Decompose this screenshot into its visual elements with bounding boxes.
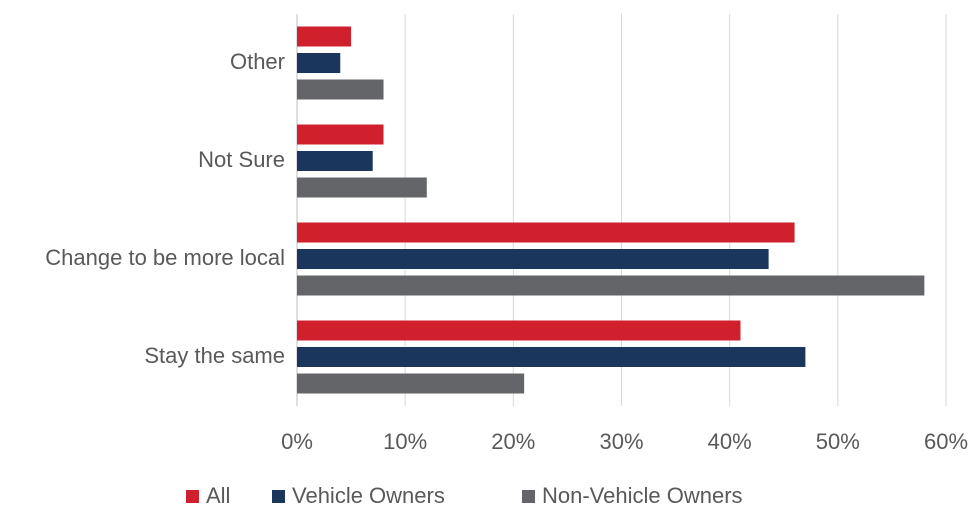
x-tick-label: 0% <box>281 429 313 454</box>
bar <box>297 373 525 394</box>
legend-label: Vehicle Owners <box>292 483 445 508</box>
x-tick-label: 50% <box>816 429 860 454</box>
bar <box>297 347 806 367</box>
x-tick-label: 40% <box>708 429 752 454</box>
legend-swatch <box>272 490 285 503</box>
bar <box>297 79 384 100</box>
legend-label: Non-Vehicle Owners <box>542 483 743 508</box>
bar <box>297 124 384 145</box>
bar <box>297 177 427 198</box>
legend-swatch <box>186 490 199 503</box>
bar <box>297 275 925 296</box>
x-tick-label: 20% <box>491 429 535 454</box>
legend-swatch <box>522 490 535 503</box>
x-tick-label: 60% <box>924 429 968 454</box>
x-tick-label: 10% <box>383 429 427 454</box>
y-tick-label: Change to be more local <box>45 245 285 270</box>
bar <box>297 26 352 47</box>
bar <box>297 222 795 243</box>
y-tick-label: Not Sure <box>198 147 285 172</box>
bar <box>297 151 373 171</box>
y-tick-label: Stay the same <box>144 343 285 368</box>
bar <box>297 249 769 269</box>
bar <box>297 53 341 73</box>
x-tick-label: 30% <box>599 429 643 454</box>
y-tick-label: Other <box>230 49 285 74</box>
legend-label: All <box>206 483 230 508</box>
bar <box>297 320 741 341</box>
